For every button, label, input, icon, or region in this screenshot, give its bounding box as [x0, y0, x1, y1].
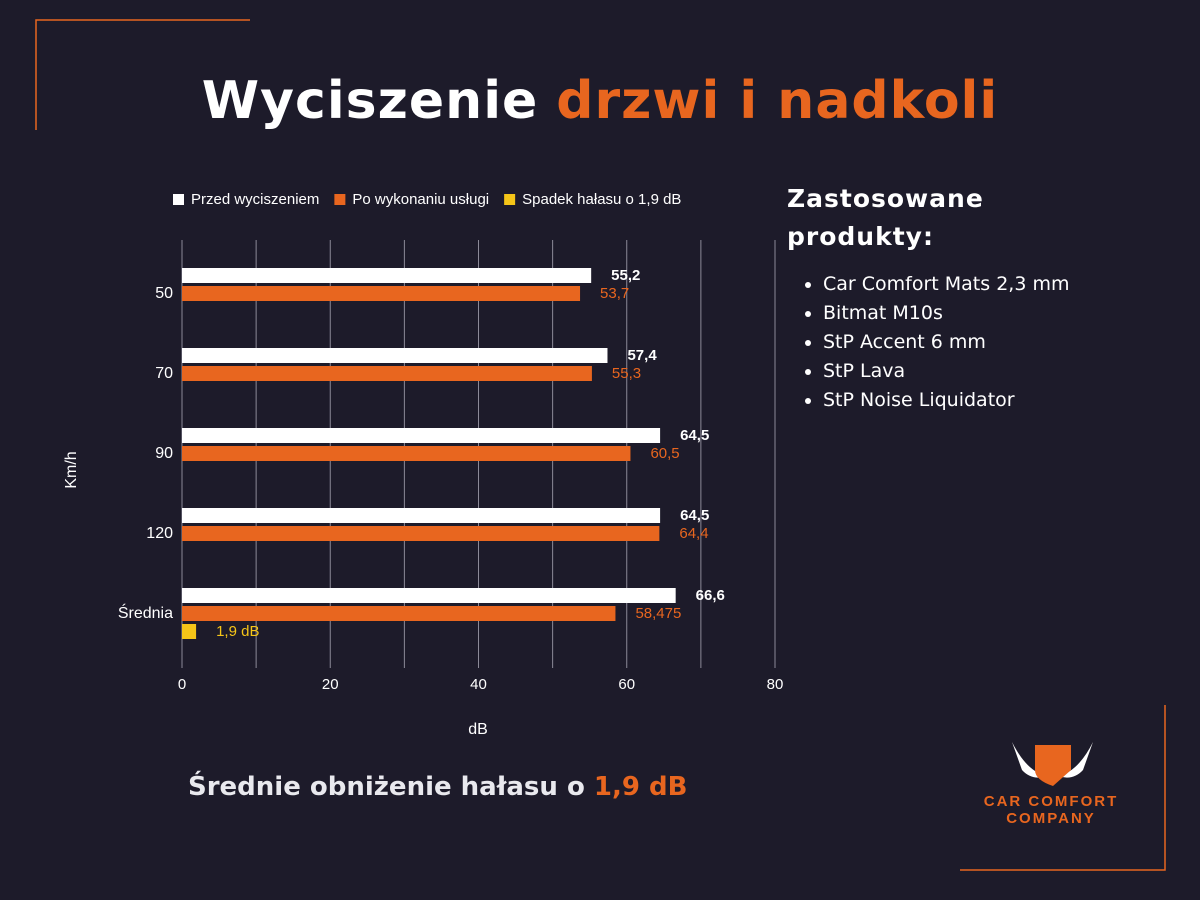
- x-tick-label: 0: [178, 676, 186, 693]
- y-tick-label: 50: [155, 285, 173, 302]
- x-axis-label: dB: [468, 721, 488, 738]
- value-label: 64,5: [680, 427, 709, 444]
- legend-label: Po wykonaniu usługi: [352, 191, 489, 208]
- x-tick-label: 20: [322, 676, 339, 693]
- title-main: Wyciszenie: [202, 71, 539, 131]
- product-item: StP Lava: [823, 357, 1087, 386]
- logo-text: COMPANY: [1006, 810, 1096, 827]
- product-item: StP Noise Liquidator: [823, 386, 1087, 415]
- value-label: 57,4: [627, 347, 657, 364]
- bar: [182, 446, 631, 461]
- bar: [182, 606, 616, 621]
- y-tick-label: Średnia: [118, 603, 173, 622]
- frame-corner: [960, 705, 1166, 871]
- logo: CAR COMFORT COMPANY: [984, 742, 1119, 827]
- bar: [182, 428, 661, 443]
- x-tick-label: 80: [767, 676, 784, 693]
- value-label: 58,475: [635, 605, 681, 622]
- y-tick-label: 70: [155, 365, 173, 382]
- bar: [182, 286, 581, 301]
- bar: [182, 366, 592, 381]
- title-highlight: drzwi i nadkoli: [556, 71, 998, 131]
- value-label: 55,2: [611, 267, 640, 284]
- bar: [182, 526, 660, 541]
- summary-highlight: 1,9 dB: [593, 772, 688, 802]
- bar: [182, 268, 592, 283]
- product-item: Car Comfort Mats 2,3 mm: [823, 270, 1087, 299]
- y-tick-label: 90: [155, 445, 173, 462]
- summary: Średnie obniżenie hałasu o 1,9 dB: [188, 772, 687, 802]
- title: Wyciszenie drzwi i nadkoli: [202, 71, 998, 131]
- bar: [182, 508, 661, 523]
- frame-corner: [35, 19, 250, 130]
- products-heading: Zastosowane produkty:: [787, 184, 984, 251]
- bar: [182, 588, 676, 603]
- products-list: Car Comfort Mats 2,3 mmBitmat M10sStP Ac…: [787, 270, 1087, 415]
- y-tick-label: 120: [146, 525, 173, 542]
- value-label: 64,4: [679, 525, 708, 542]
- bar: [182, 348, 608, 363]
- bar: [182, 624, 197, 639]
- value-label: 64,5: [680, 507, 709, 524]
- legend-swatch: [504, 194, 516, 205]
- products: Zastosowane produkty: Car Comfort Mats 2…: [787, 180, 1087, 415]
- legend-swatch: [173, 194, 184, 205]
- value-label: 55,3: [612, 365, 641, 382]
- summary-text: Średnie obniżenie hałasu o: [188, 772, 585, 802]
- x-tick-label: 40: [470, 676, 487, 693]
- value-label: 1,9 dB: [216, 623, 259, 640]
- product-item: Bitmat M10s: [823, 299, 1087, 328]
- logo-text: CAR COMFORT: [984, 793, 1119, 810]
- legend-swatch: [334, 194, 346, 205]
- logo-shield: [1035, 745, 1071, 786]
- legend-label: Spadek hałasu o 1,9 dB: [522, 191, 681, 208]
- product-item: StP Accent 6 mm: [823, 328, 1087, 357]
- x-tick-label: 60: [618, 676, 635, 693]
- value-label: 60,5: [650, 445, 679, 462]
- legend-label: Przed wyciszeniem: [191, 191, 319, 208]
- value-label: 53,7: [600, 285, 629, 302]
- value-label: 66,6: [696, 587, 725, 604]
- y-axis-label: Km/h: [63, 451, 80, 488]
